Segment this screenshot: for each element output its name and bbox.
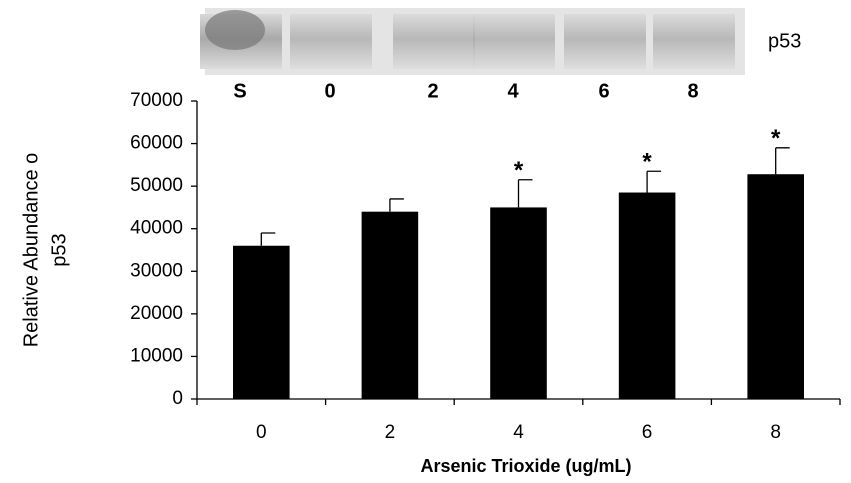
blot-lane-label: 8: [687, 80, 698, 102]
x-tick-label: 4: [513, 422, 524, 443]
blot-lane-label: 0: [324, 80, 335, 102]
bar: [747, 174, 804, 399]
bar: [619, 193, 676, 399]
y-tick-label: 30000: [130, 260, 183, 281]
error-bar: [261, 233, 275, 246]
y-tick-label: 50000: [130, 175, 183, 196]
x-tick-label: 8: [770, 422, 781, 443]
y-axis-title-line: p53: [48, 233, 70, 266]
blot-lane-label: S: [233, 80, 246, 102]
blot-band: [473, 14, 555, 69]
blot-label: p53: [768, 30, 801, 52]
blot-lanes: [200, 10, 735, 69]
x-tick-label: 2: [385, 422, 396, 443]
y-tick-label: 60000: [130, 133, 183, 154]
bar: [490, 207, 547, 399]
chart: p53 Arsenic Trioxide (ug/mL) Relative Ab…: [0, 0, 851, 483]
error-bar: [390, 199, 404, 212]
y-tick-label: 0: [172, 388, 183, 409]
blot-band: [290, 14, 372, 69]
y-axis-title: Relative Abundance o p53: [20, 153, 70, 348]
significance-mark: *: [514, 157, 524, 184]
y-tick-label: 20000: [130, 303, 183, 324]
significance-mark: *: [771, 125, 781, 152]
significance-mark: *: [642, 149, 652, 176]
bar: [233, 246, 290, 399]
blot-band: [393, 14, 475, 69]
y-tick-label: 70000: [130, 90, 183, 111]
blot-band: [564, 14, 646, 69]
y-axis-title-line: Relative Abundance o: [20, 153, 42, 348]
blot-band: [205, 10, 265, 50]
x-tick-label: 6: [642, 422, 653, 443]
blot-band: [653, 14, 735, 69]
blot-lane-label: 6: [598, 80, 609, 102]
blot-lane-label: 2: [427, 80, 438, 102]
y-tick-label: 10000: [130, 345, 183, 366]
x-tick-label: 0: [256, 422, 267, 443]
blot-lane-label: 4: [507, 80, 519, 102]
y-tick-label: 40000: [130, 218, 183, 239]
bar: [362, 212, 419, 399]
x-axis-title: Arsenic Trioxide (ug/mL): [420, 456, 631, 476]
